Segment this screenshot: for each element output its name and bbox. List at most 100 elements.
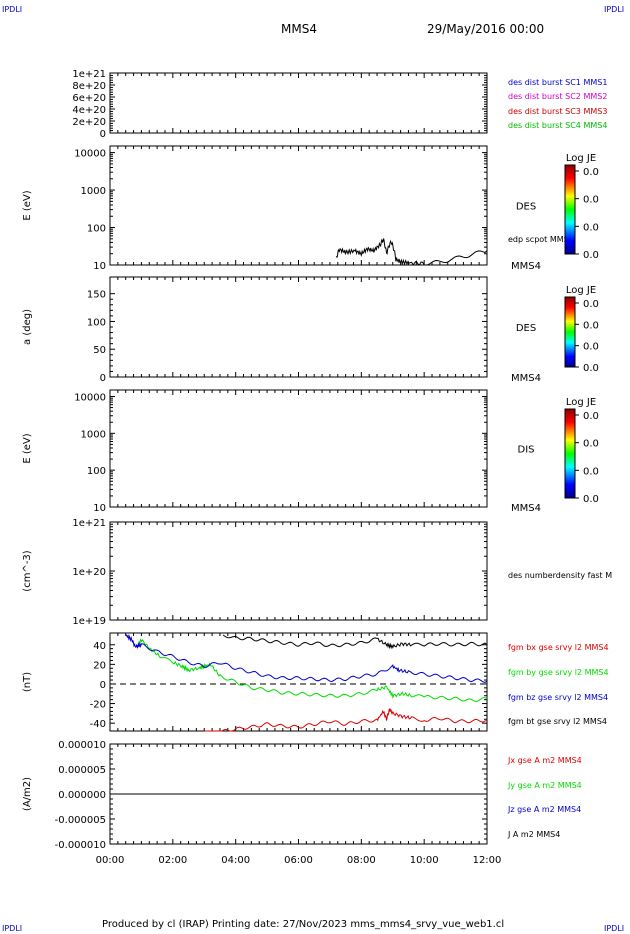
y-axis-label: (cm^-3) <box>22 550 33 591</box>
footer-text: Produced by cl (IRAP) Printing date: 27/… <box>102 919 505 930</box>
panel-frame-density <box>109 521 488 621</box>
time-tick-label: 08:00 <box>347 855 376 866</box>
colorbar-tick-label: 0.0 <box>583 167 599 178</box>
colorbar-tick-label: 0.0 <box>583 250 599 261</box>
spacecraft-title: MMS4 <box>281 22 317 36</box>
y-tick-label: 0 <box>100 680 106 691</box>
time-tick-label: 00:00 <box>96 855 125 866</box>
y-tick-label: 4e+20 <box>72 105 106 116</box>
y-tick-label: 1000 <box>81 186 106 197</box>
y-tick-label: 1e+21 <box>72 69 106 80</box>
y-tick-label: 1e+20 <box>72 567 106 578</box>
series-legend-label: Jx gse A m2 MMS4 <box>507 756 582 765</box>
colorbar-tick-label: 0.0 <box>583 439 599 450</box>
panel-frame-fgm <box>109 632 488 732</box>
time-tick-label: 10:00 <box>410 855 439 866</box>
colorbar <box>564 164 576 255</box>
y-tick-label: 1e+21 <box>72 518 106 529</box>
instrument-label: DES <box>516 323 536 334</box>
y-tick-label: 0.000010 <box>58 740 106 751</box>
series-line-fgm <box>222 634 488 650</box>
y-tick-label: 100 <box>87 224 106 235</box>
y-tick-label: 40 <box>93 641 106 652</box>
y-tick-label: 10000 <box>74 149 106 160</box>
series-legend-label: J A m2 MMS4 <box>507 830 560 839</box>
panel-frame-des-pitch-angle <box>109 276 488 378</box>
colorbar-title: Log JE <box>566 153 596 164</box>
y-tick-label: -40 <box>90 719 106 730</box>
y-tick-label: 150 <box>87 290 106 301</box>
y-tick-label: -0.000005 <box>55 815 106 826</box>
series-legend-label: Jy gse A m2 MMS4 <box>507 781 582 790</box>
y-tick-label: -0.000010 <box>55 840 106 851</box>
colorbar <box>564 296 576 368</box>
time-tick-label: 04:00 <box>221 855 250 866</box>
colorbar-tick-label: 0.0 <box>583 299 599 310</box>
y-tick-label: 0.000000 <box>58 790 106 801</box>
corner-label-bottom-left: IPDLI <box>2 924 23 933</box>
y-axis-label: (A/m2) <box>22 777 33 811</box>
colorbar <box>564 408 576 499</box>
y-tick-label: -20 <box>90 700 106 711</box>
series-legend-label: des dist burst SC2 MMS2 <box>508 92 607 101</box>
spacecraft-label: MMS4 <box>511 503 541 514</box>
series-line-fgm <box>137 638 488 702</box>
y-tick-label: 1e+19 <box>72 616 106 627</box>
instrument-label: DIS <box>518 445 535 456</box>
time-tick-label: 12:00 <box>473 855 502 866</box>
series-legend-label: fgm by gse srvy l2 MMS4 <box>508 668 609 677</box>
colorbar-tick-label: 0.0 <box>583 411 599 422</box>
colorbar-tick-label: 0.0 <box>583 342 599 353</box>
series-legend-label: des dist burst SC1 MMS1 <box>508 78 607 87</box>
colorbar-tick-label: 0.0 <box>583 494 599 505</box>
instrument-label: DES <box>516 202 536 213</box>
y-tick-label: 100 <box>87 317 106 328</box>
series-legend-label: des dist burst SC3 MMS3 <box>508 107 607 116</box>
y-tick-label: 0 <box>100 373 106 384</box>
series-legend-label: des dist burst SC4 MMS4 <box>508 121 607 130</box>
colorbar-title: Log JE <box>566 285 596 296</box>
panel-frame-des-energy <box>109 145 488 266</box>
y-tick-label: 0 <box>100 129 106 140</box>
y-tick-label: 1000 <box>81 429 106 440</box>
y-tick-label: 10 <box>93 261 106 272</box>
colorbar-tick-label: 0.0 <box>583 320 599 331</box>
time-tick-label: 02:00 <box>158 855 187 866</box>
series-line-des-energy <box>336 238 488 266</box>
y-tick-label: 10 <box>93 503 106 514</box>
y-tick-label: 8e+20 <box>72 81 106 92</box>
y-tick-label: 0.000005 <box>58 765 106 776</box>
y-tick-label: 20 <box>93 660 106 671</box>
series-legend-label: edp scpot MMS4 <box>508 235 574 244</box>
colorbar-tick-label: 0.0 <box>583 363 599 374</box>
time-tick-label: 06:00 <box>284 855 313 866</box>
series-legend-label: fgm bz gse srvy l2 MMS4 <box>508 693 608 702</box>
y-tick-label: 50 <box>93 345 106 356</box>
spacecraft-label: MMS4 <box>511 261 541 272</box>
panel-frame-dis-energy <box>109 389 488 508</box>
series-legend-label: fgm bt gse srvy l2 MMS4 <box>508 717 607 726</box>
series-legend-label: Jz gse A m2 MMS4 <box>507 805 581 814</box>
series-line-fgm <box>204 708 488 732</box>
date-title: 29/May/2016 00:00 <box>427 22 545 36</box>
y-axis-label: E (eV) <box>22 190 33 220</box>
y-tick-label: 6e+20 <box>72 93 106 104</box>
y-axis-label: a (deg) <box>22 309 33 345</box>
colorbar-tick-label: 0.0 <box>583 195 599 206</box>
colorbar-title: Log JE <box>566 397 596 408</box>
colorbar-tick-label: 0.0 <box>583 466 599 477</box>
y-axis-label: (nT) <box>22 672 33 692</box>
spacecraft-label: MMS4 <box>511 373 541 384</box>
y-tick-label: 10000 <box>74 392 106 403</box>
panel-frame-des-burst-flags <box>109 72 488 134</box>
y-axis-label: E (eV) <box>22 433 33 463</box>
corner-label-top-right: IPDLI <box>604 5 625 14</box>
series-legend-label: fgm bx gse srvy l2 MMS4 <box>508 643 609 652</box>
y-tick-label: 2e+20 <box>72 117 106 128</box>
series-line-fgm <box>125 633 488 683</box>
corner-label-top-left: IPDLI <box>2 5 23 14</box>
colorbar-tick-label: 0.0 <box>583 222 599 233</box>
y-tick-label: 100 <box>87 466 106 477</box>
corner-label-bottom-right: IPDLI <box>604 924 625 933</box>
